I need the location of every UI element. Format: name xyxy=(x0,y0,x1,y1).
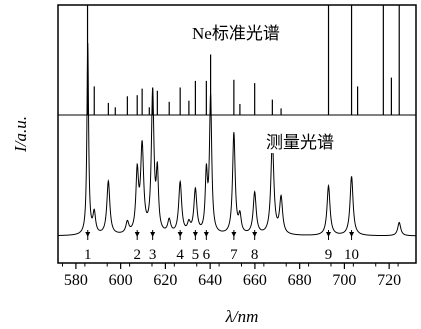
line-markers-layer: 1 2 3 4 5 6 7 8 9 10 xyxy=(84,230,359,263)
x-tick-label: 720 xyxy=(377,272,401,289)
marker-arrow xyxy=(177,232,183,237)
marker-arrow xyxy=(192,232,198,237)
measured-spectrum-line xyxy=(58,43,416,237)
marker-arrow xyxy=(134,232,140,237)
x-axis-ticks: 580 600 620 640 660 680 700 720 xyxy=(61,263,401,289)
x-tick-label: 700 xyxy=(332,272,356,289)
marker-arrow xyxy=(326,232,332,237)
x-tick-label: 640 xyxy=(198,272,222,289)
marker-label: 6 xyxy=(203,247,211,263)
marker-label: 8 xyxy=(251,247,259,263)
plot-frame xyxy=(57,4,417,264)
x-tick-label: 660 xyxy=(243,272,267,289)
x-tick-label: 600 xyxy=(109,272,133,289)
marker-arrow xyxy=(231,232,237,237)
measured-series-label: 测量光谱 xyxy=(266,133,334,152)
y-axis-label: I/a.u. xyxy=(11,116,30,153)
marker-arrow xyxy=(349,232,355,237)
x-axis-label: λ/nm xyxy=(225,307,259,326)
measured-spectrum-layer xyxy=(58,43,416,237)
marker-arrow xyxy=(252,232,258,237)
reference-series-label: Ne标准光谱 xyxy=(192,24,280,43)
series-label-background xyxy=(189,23,283,44)
marker-label: 3 xyxy=(149,247,157,263)
marker-label: 9 xyxy=(325,247,333,263)
marker-label: 7 xyxy=(230,247,238,263)
marker-label: 5 xyxy=(192,247,200,263)
marker-label: 2 xyxy=(133,247,141,263)
x-tick-label: 580 xyxy=(64,272,88,289)
marker-label: 10 xyxy=(344,247,359,263)
series-label-background xyxy=(263,132,337,153)
marker-label: 1 xyxy=(84,247,92,263)
x-tick-label: 680 xyxy=(288,272,312,289)
x-tick-label: 620 xyxy=(153,272,177,289)
marker-arrow xyxy=(150,232,156,237)
marker-arrow xyxy=(85,232,91,237)
marker-label: 4 xyxy=(176,247,184,263)
reference-spectrum-layer xyxy=(58,5,416,116)
marker-arrow xyxy=(203,232,209,237)
